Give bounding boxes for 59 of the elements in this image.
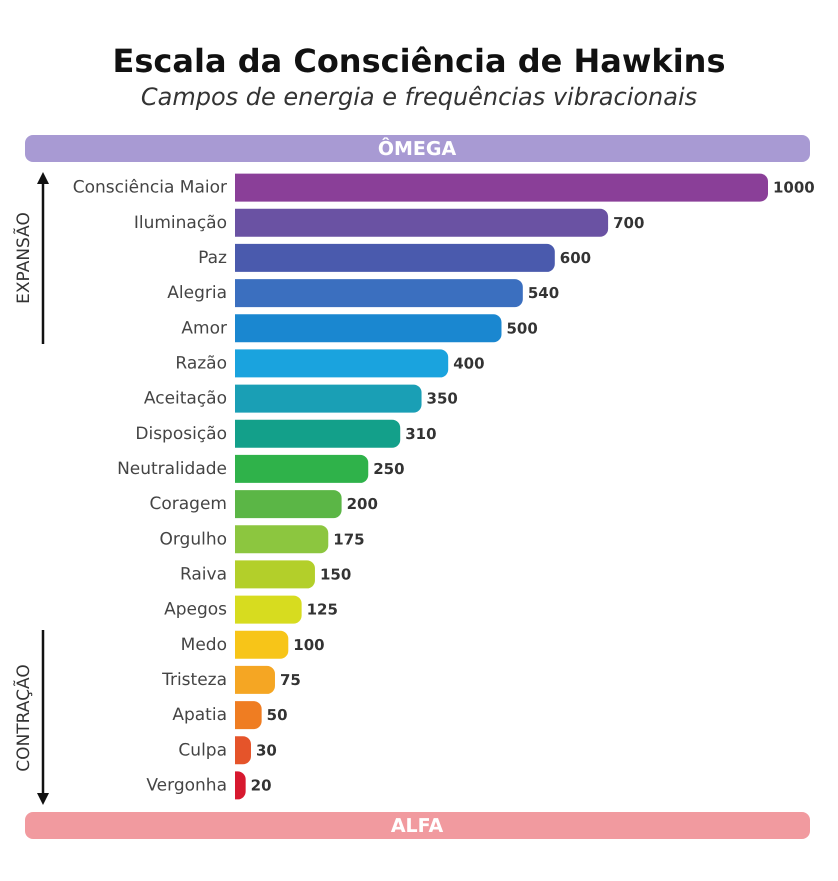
bar	[235, 454, 368, 483]
y-tick-label: Culpa	[178, 740, 227, 760]
y-tick-label: Vergonha	[146, 775, 227, 796]
y-tick-label: Aceitação	[144, 388, 227, 409]
data-label: 250	[373, 460, 405, 478]
data-label: 30	[256, 741, 277, 760]
y-tick-label: Tristeza	[161, 670, 227, 690]
data-label: 540	[528, 284, 560, 302]
data-label: 200	[346, 495, 378, 514]
y-tick-label: Raiva	[180, 564, 227, 584]
bar	[235, 560, 315, 588]
y-tick-label: Iluminação	[134, 212, 227, 233]
data-label: 175	[333, 530, 365, 548]
bar	[235, 490, 342, 518]
text: EXPANSÃO	[13, 212, 34, 304]
y-tick-label: Disposição	[135, 424, 227, 444]
bar	[235, 174, 768, 202]
bar	[235, 314, 502, 342]
bar	[235, 279, 523, 308]
y-tick-label: Coragem	[150, 494, 227, 514]
bar	[235, 701, 262, 730]
text: ÔMEGA	[378, 137, 456, 160]
chart-subtitle: Campos de energia e frequências vibracionais	[140, 83, 698, 111]
data-label: 50	[266, 706, 288, 724]
chart-title: Escala da Consciência de Hawkins	[112, 42, 726, 80]
bar	[235, 384, 422, 413]
bar	[235, 525, 328, 554]
y-tick-label: Apatia	[172, 705, 227, 726]
y-tick-label: Consciência Maior	[72, 178, 228, 198]
y-tick-label: Alegria	[167, 283, 227, 304]
data-label: 350	[426, 390, 458, 408]
bar	[235, 244, 555, 272]
bar	[235, 666, 275, 694]
data-label: 500	[506, 319, 538, 338]
y-tick-label: Neutralidade	[117, 458, 227, 479]
data-label: 400	[453, 354, 485, 372]
data-label: 20	[250, 776, 272, 794]
bar	[235, 596, 302, 624]
bar	[235, 630, 288, 659]
data-label: 600	[560, 248, 592, 267]
data-label: 700	[613, 214, 644, 232]
y-tick-label: Orgulho	[159, 529, 227, 550]
data-label: 100	[293, 636, 325, 654]
data-label: 1000	[773, 178, 815, 197]
bar	[235, 349, 448, 378]
y-tick-label: Apegos	[164, 600, 228, 620]
data-label: 75	[280, 670, 301, 689]
bar	[235, 208, 608, 237]
data-label: 150	[320, 565, 352, 584]
y-tick-label: Amor	[181, 318, 227, 338]
text: ALFA	[390, 815, 444, 837]
bar	[235, 736, 251, 764]
data-label: 125	[306, 600, 338, 619]
bar	[235, 420, 400, 448]
y-tick-label: Medo	[180, 634, 227, 655]
data-label: 310	[405, 424, 437, 443]
y-tick-label: Razão	[175, 353, 227, 374]
y-tick-label: Paz	[198, 248, 228, 268]
text: CONTRAÇÃO	[13, 664, 34, 772]
